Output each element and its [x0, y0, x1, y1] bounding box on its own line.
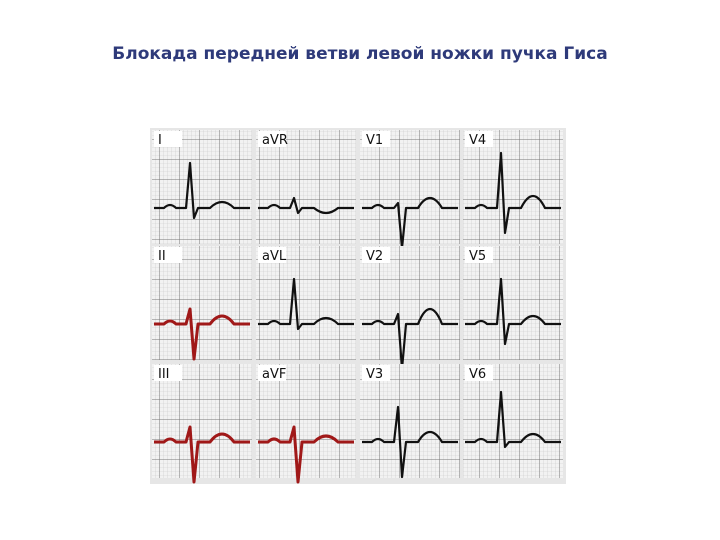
- lead-label: aVF: [262, 367, 286, 382]
- lead-label-bg: [154, 131, 182, 147]
- ecg-panel: [463, 364, 563, 478]
- ecg-trace: [154, 425, 250, 484]
- lead-label-bg: [465, 365, 493, 381]
- ecg-panel: [360, 130, 460, 244]
- lead-label: II: [158, 249, 166, 264]
- ecg-panel: [360, 364, 460, 478]
- ecg-trace: [465, 277, 561, 346]
- ecg-panel: [256, 246, 356, 360]
- lead-label: V5: [469, 249, 486, 264]
- ecg-trace: [154, 161, 250, 220]
- lead-label-bg: [362, 365, 390, 381]
- ecg-trace: [258, 196, 354, 215]
- lead-label: I: [158, 133, 162, 148]
- ecg-trace: [362, 196, 458, 250]
- lead-label-bg: [258, 247, 286, 263]
- ecg-trace: [362, 307, 458, 371]
- lead-label-bg: [258, 131, 286, 147]
- ecg-panel: [256, 364, 356, 478]
- ecg-panel: [152, 130, 252, 244]
- ecg-trace: [362, 405, 458, 479]
- lead-label-bg: [465, 247, 493, 263]
- lead-label-bg: [154, 247, 182, 263]
- ecg-panel: [463, 246, 563, 360]
- ecg-trace: [465, 390, 561, 449]
- lead-label: V2: [366, 249, 383, 264]
- ecg-panel: [256, 130, 356, 244]
- lead-label: aVR: [262, 133, 288, 148]
- lead-label-bg: [465, 131, 493, 147]
- lead-label-bg: [362, 131, 390, 147]
- lead-label: V4: [469, 133, 486, 148]
- lead-label-bg: [258, 365, 286, 381]
- ecg-trace: [258, 425, 354, 484]
- lead-label-bg: [362, 247, 390, 263]
- lead-label: V1: [366, 133, 383, 148]
- lead-label: III: [158, 367, 170, 382]
- lead-label: aVL: [262, 249, 287, 264]
- ecg-panel: [360, 246, 460, 360]
- ecg-trace: [258, 277, 354, 331]
- ecg-panel: [152, 246, 252, 360]
- slide-title: Блокада передней ветви левой ножки пучка…: [112, 44, 608, 64]
- lead-label: V6: [469, 367, 486, 382]
- lead-label: V3: [366, 367, 383, 382]
- lead-label-bg: [154, 365, 182, 381]
- ecg-panel: [463, 130, 563, 244]
- ecg-trace: [465, 151, 561, 235]
- ecg-trace: [154, 307, 250, 361]
- ecg-panel: [152, 364, 252, 478]
